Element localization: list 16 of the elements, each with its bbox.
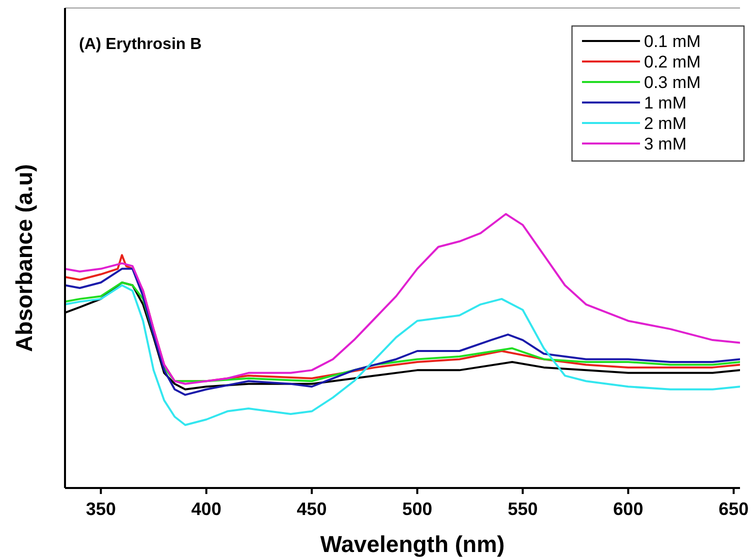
y-axis-title: Absorbance (a.u) bbox=[11, 164, 37, 352]
x-tick-label: 450 bbox=[296, 499, 327, 519]
x-tick-label: 400 bbox=[191, 499, 222, 519]
x-tick-label: 650 bbox=[718, 499, 749, 519]
chart-title: (A) Erythrosin B bbox=[79, 36, 202, 53]
legend-label: 1 mM bbox=[644, 94, 686, 112]
legend-label: 3 mM bbox=[644, 134, 686, 154]
legend-label: 0.1 mM bbox=[644, 32, 701, 51]
x-axis-title: Wavelength (nm) bbox=[320, 531, 505, 557]
x-tick-label: 550 bbox=[508, 499, 538, 519]
x-tick-label: 600 bbox=[613, 499, 644, 519]
legend-label: 2 mM bbox=[644, 114, 686, 133]
x-tick-label: 500 bbox=[402, 499, 432, 519]
legend-label: 0.3 mM bbox=[644, 73, 701, 92]
x-tick-label: 350 bbox=[86, 499, 116, 519]
legend-label: 0.2 mM bbox=[644, 52, 701, 72]
